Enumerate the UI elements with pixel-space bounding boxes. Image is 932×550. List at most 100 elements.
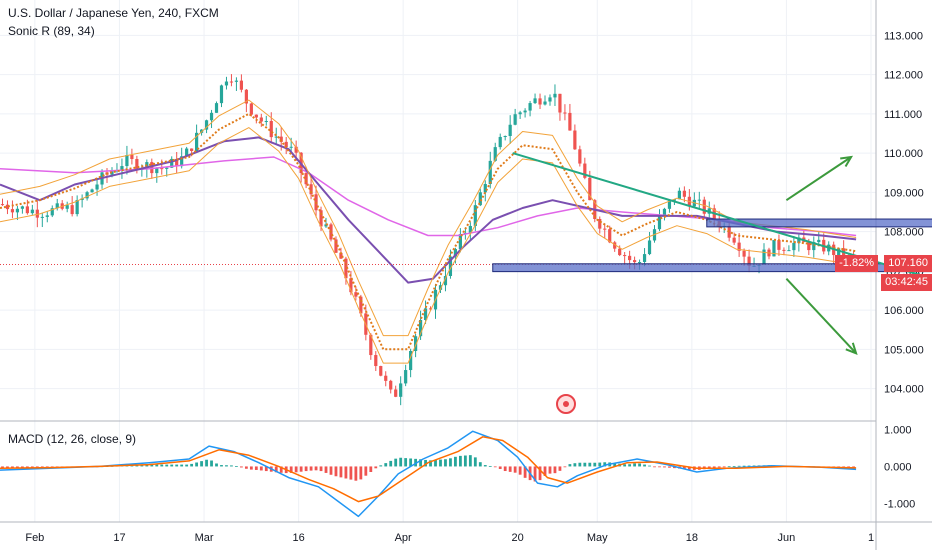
macd-histogram-bar — [717, 466, 721, 468]
resistance-zone — [706, 218, 932, 228]
candle-body — [533, 98, 537, 104]
macd-histogram-bar — [687, 466, 691, 470]
macd-histogram-bar — [727, 466, 731, 468]
candle-body — [229, 81, 234, 83]
candle-body — [219, 85, 224, 104]
macd-histogram-bar — [279, 466, 283, 473]
candle-body — [160, 168, 164, 170]
macd-histogram-bar — [1, 466, 4, 469]
macd-histogram-bar — [468, 455, 472, 467]
down-arrow-shaft — [785, 278, 857, 354]
candle-body — [792, 242, 796, 251]
macd-histogram-bar — [682, 466, 686, 470]
candle-body — [672, 199, 677, 201]
macd-y-tick-label: 1.000 — [884, 424, 912, 436]
candle-body — [214, 103, 219, 113]
candle-body — [85, 192, 89, 199]
candle-body — [727, 225, 731, 238]
candle-body — [304, 173, 308, 185]
macd-histogram-bar — [473, 457, 477, 467]
macd-histogram-bar — [483, 465, 487, 467]
candle-body — [369, 334, 373, 356]
macd-histogram-bar — [454, 456, 457, 467]
macd-histogram-bar — [638, 463, 641, 467]
support-zone — [492, 263, 932, 273]
candle-body — [40, 216, 44, 218]
macd-histogram-bar — [230, 465, 233, 467]
candle-body — [583, 163, 587, 178]
macd-histogram-bar — [449, 458, 452, 467]
candle-body — [25, 206, 29, 214]
y-tick-label: 104.000 — [884, 384, 924, 396]
candle-body — [468, 225, 472, 233]
macd-histogram-bar — [488, 465, 492, 467]
candle-body — [130, 154, 134, 160]
macd-histogram-bar — [6, 466, 9, 469]
candle-body — [682, 190, 686, 197]
macd-histogram-bar — [30, 466, 34, 468]
macd-label: MACD (12, 26, close, 9) — [8, 432, 137, 446]
candle-body — [404, 370, 408, 384]
macd-histogram-bar — [548, 466, 552, 474]
candle-body — [488, 160, 492, 185]
candle-body — [647, 240, 652, 255]
candle-body — [677, 190, 681, 200]
macd-histogram-bar — [150, 464, 154, 467]
macd-histogram-bar — [628, 464, 632, 467]
candle-body — [473, 205, 477, 226]
macd-histogram-bar — [478, 462, 482, 467]
y-tick-label: 110.000 — [884, 148, 923, 160]
candle-body — [523, 110, 527, 113]
candle-body — [528, 103, 532, 111]
countdown-badge: 03:42:45 — [881, 274, 932, 291]
macd-histogram-bar — [190, 463, 194, 467]
macd-histogram-bar — [673, 466, 676, 469]
candle-body — [344, 258, 348, 279]
candle-body — [742, 250, 746, 257]
candle-body — [772, 240, 776, 257]
macd-histogram-bar — [463, 455, 467, 467]
candle-body — [613, 242, 617, 249]
macd-histogram-bar — [364, 466, 368, 476]
macd-histogram-bar — [419, 459, 422, 467]
candle-body — [244, 89, 248, 104]
x-tick-label: 17 — [113, 532, 125, 544]
macd-histogram-bar — [648, 465, 651, 467]
x-tick-label: Mar — [195, 532, 214, 544]
macd-histogram-bar — [444, 459, 447, 467]
y-tick-label: 111.000 — [884, 109, 922, 121]
macd-histogram-bar — [553, 466, 557, 474]
candle-body — [120, 166, 124, 171]
macd-histogram-bar — [558, 466, 562, 471]
candle-body — [125, 154, 129, 167]
candle-body — [319, 210, 323, 227]
candle-body — [15, 208, 20, 213]
candle-body — [339, 252, 343, 259]
candle-body — [563, 112, 567, 114]
candle-body — [414, 336, 418, 351]
candle-body — [259, 117, 263, 122]
candle-body — [150, 162, 154, 174]
candle-body — [170, 158, 174, 168]
candle-body — [578, 149, 582, 164]
macd-histogram-bar — [195, 462, 199, 467]
macd-histogram-bar — [513, 466, 517, 473]
macd-histogram-bar — [389, 460, 393, 467]
macd-histogram-bar — [349, 466, 353, 480]
macd-histogram-bar — [339, 466, 343, 478]
macd-histogram-bar — [424, 459, 427, 467]
candle-body — [747, 256, 751, 266]
candle-body — [633, 260, 637, 263]
y-tick-label: 112.000 — [884, 70, 923, 82]
macd-histogram-bar — [399, 457, 403, 467]
candle-body — [190, 148, 194, 151]
x-tick-label: Feb — [25, 532, 44, 544]
candle-body — [762, 249, 766, 265]
macd-histogram-bar — [374, 466, 378, 469]
candle-body — [254, 114, 258, 118]
macd-histogram-bar — [498, 466, 502, 469]
candle-body — [543, 101, 547, 105]
candle-body — [294, 146, 298, 153]
macd-histogram-bar — [598, 462, 602, 467]
